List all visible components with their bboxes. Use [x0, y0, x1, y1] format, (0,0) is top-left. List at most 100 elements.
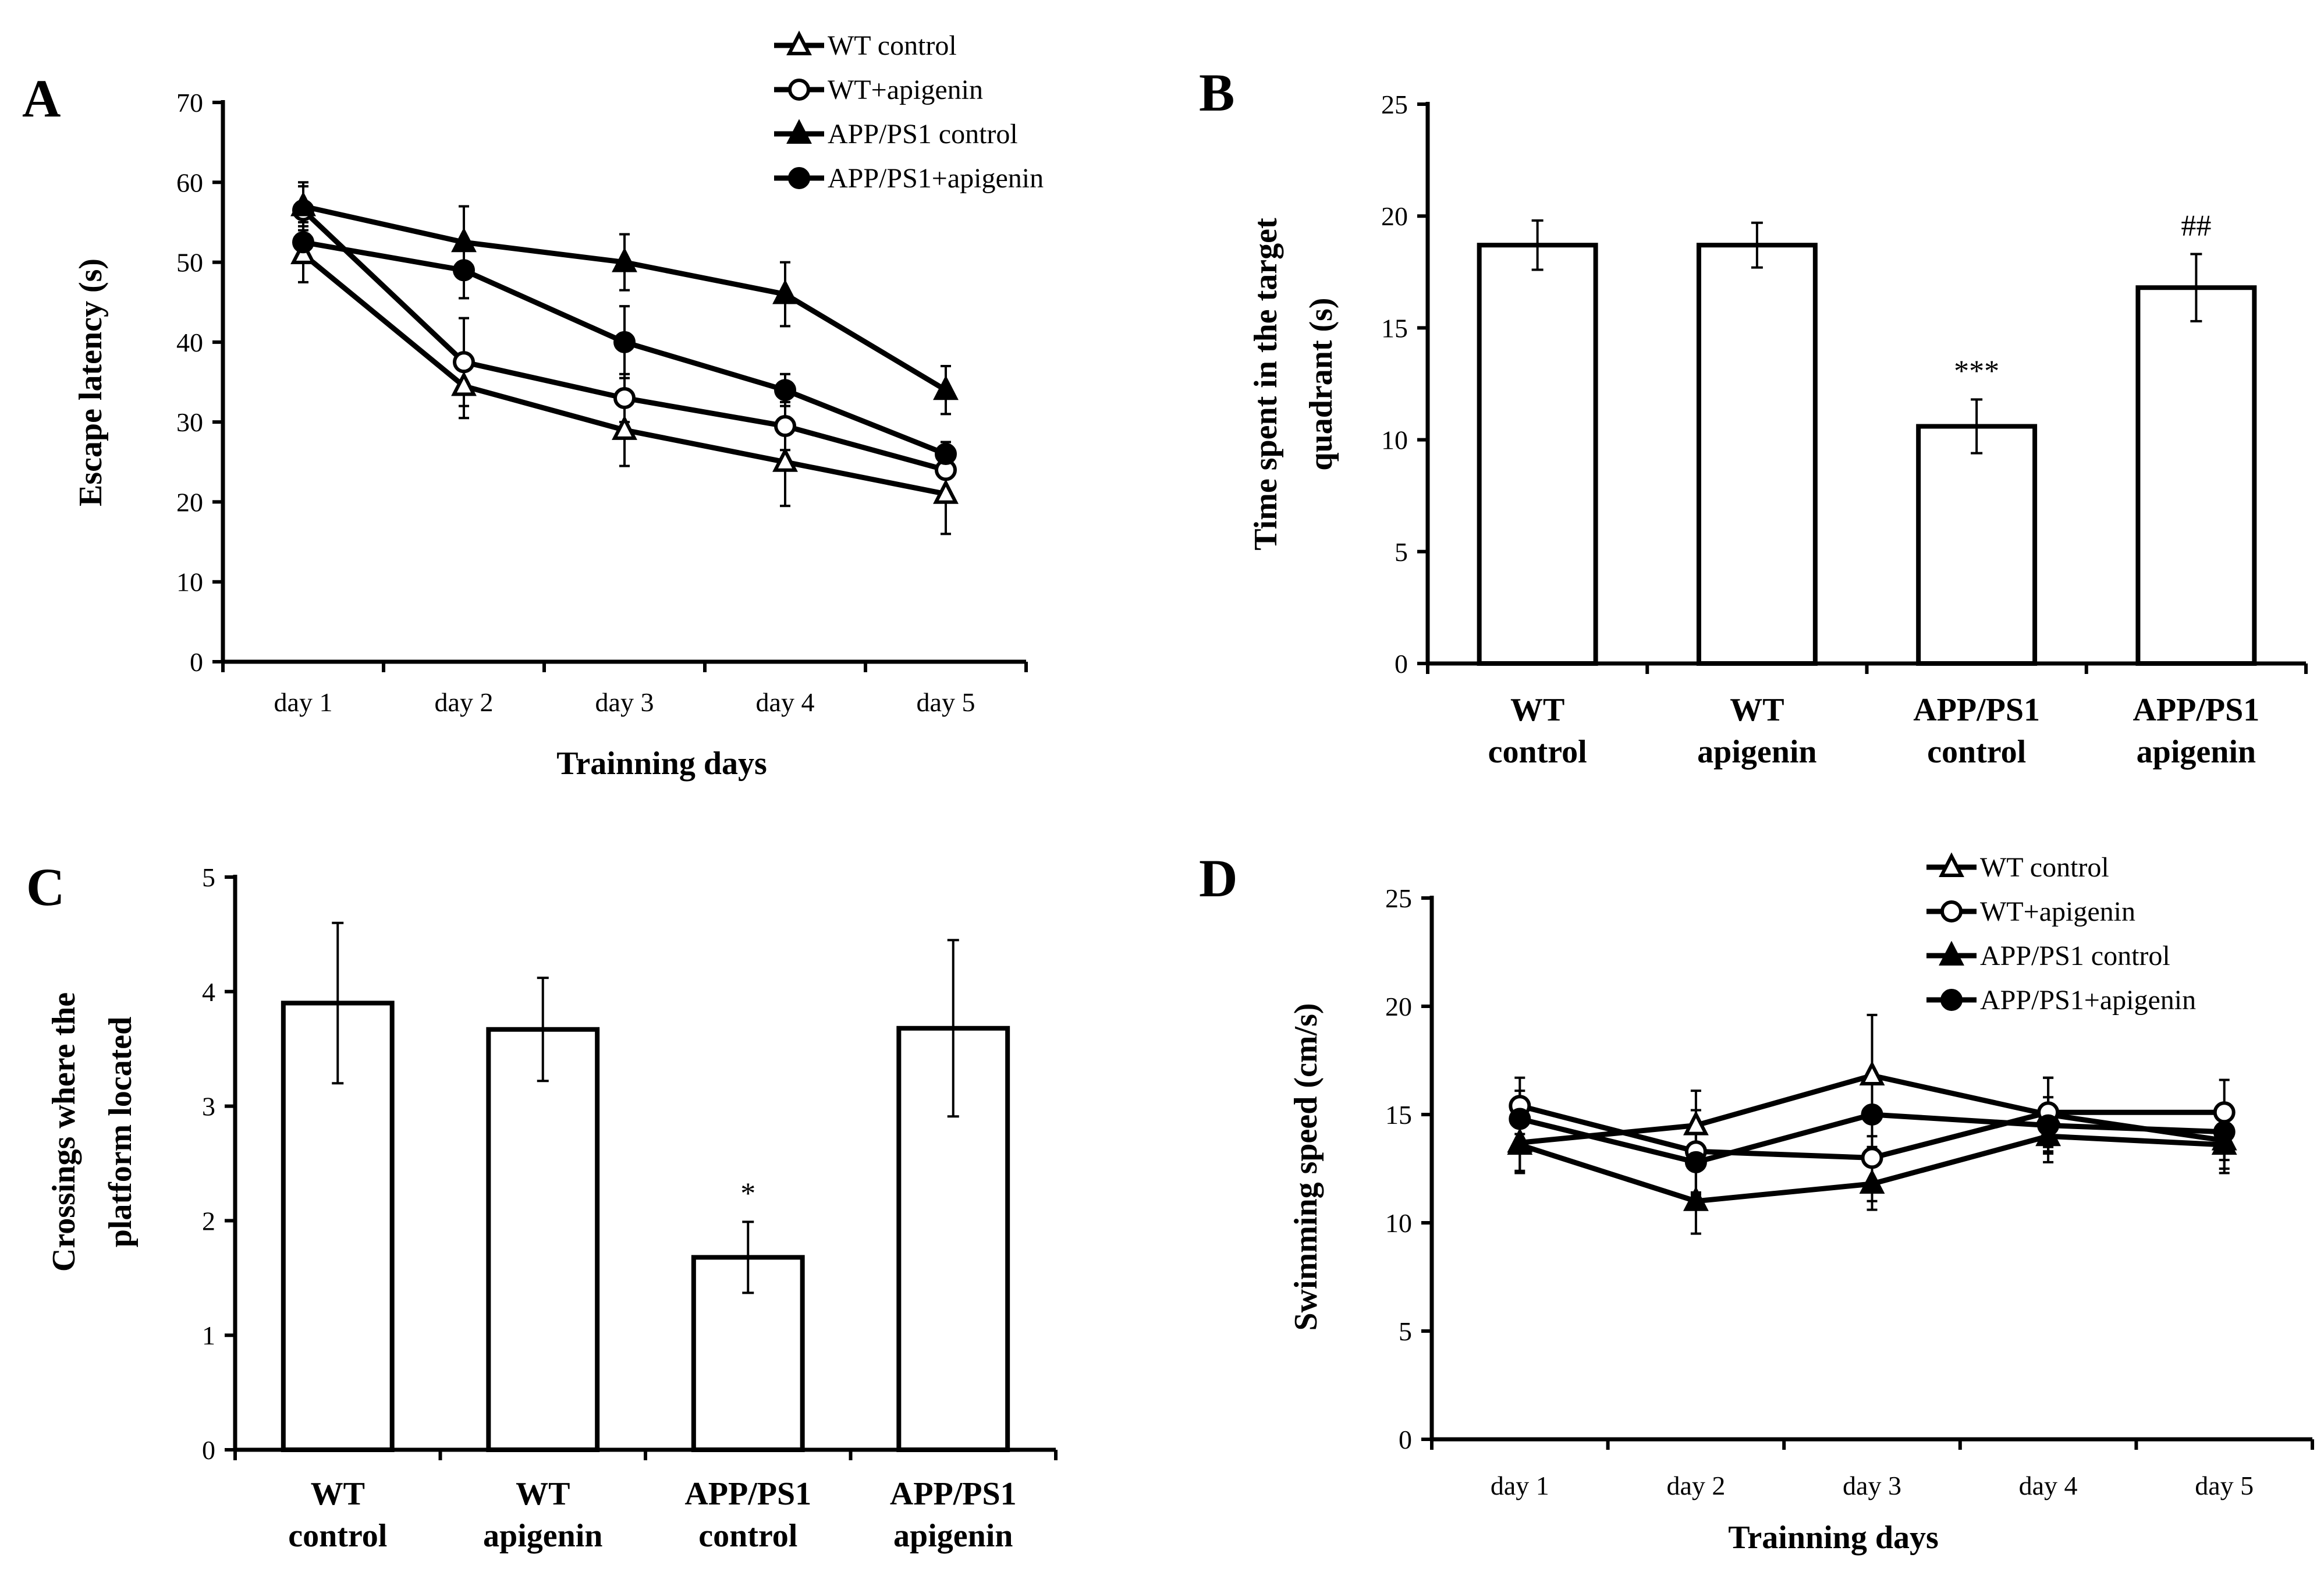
panel-a: A 0 10 20 30 40 50 60 70 Escape latency (s) Trainn…	[22, 30, 1044, 782]
legend-label: APP/PS1+apigenin	[1980, 985, 2196, 1016]
bar	[2135, 285, 2257, 666]
significance-marker: *	[740, 1177, 755, 1210]
bar-group: ## APP/PS1 apigenin	[2133, 210, 2259, 770]
y-tick-label: 20	[1381, 201, 1408, 231]
data-point	[453, 351, 475, 374]
y-axis-label: Swimming speed (cm/s)	[1288, 1003, 1324, 1330]
y-tick-label: 40	[176, 328, 203, 357]
y-axis-label: Crossings where the	[46, 992, 82, 1272]
bar-group: APP/PS1 apigenin	[890, 939, 1017, 1554]
data-point	[933, 479, 959, 504]
data-point	[2211, 1130, 2237, 1155]
legend-label: APP/PS1 control	[828, 119, 1018, 150]
data-point	[612, 415, 637, 440]
bar-group: *** APP/PS1 control	[1913, 354, 2040, 770]
legend-marker	[1940, 900, 1963, 922]
y-tick-label: 0	[202, 1435, 215, 1465]
x-tick-label: control	[1927, 734, 2026, 770]
legend-marker	[786, 30, 812, 55]
y-tick-label: 15	[1381, 313, 1408, 343]
bar	[1916, 424, 2038, 666]
y-axis-label: platform located	[102, 1017, 139, 1248]
x-axis-label: Trainning days	[1728, 1520, 1939, 1556]
y-tick-label: 50	[176, 248, 203, 278]
panel-d: D 0 5 10 15 20 25 Swimming speed (cm/s) Trainnin…	[1199, 849, 2314, 1556]
x-tick-label: day 1	[274, 687, 333, 717]
legend-item: WT+apigenin	[774, 74, 983, 105]
data-point	[451, 227, 477, 253]
y-tick-label: 10	[176, 567, 203, 597]
data-point	[1859, 1060, 1885, 1086]
legend-label: APP/PS1 control	[1980, 941, 2170, 971]
x-tick-label: APP/PS1	[890, 1476, 1017, 1512]
data-point	[1507, 1130, 1533, 1155]
y-axis-label: Time spent in the target	[1248, 218, 1284, 551]
x-tick-label: APP/PS1	[684, 1476, 811, 1512]
x-tick-label: WT	[1730, 692, 1784, 728]
bar	[1696, 243, 1818, 666]
y-tick-label: 25	[1381, 90, 1408, 119]
x-tick-label: apigenin	[1697, 734, 1816, 770]
legend-item: WT control	[1926, 852, 2109, 883]
data-point	[290, 191, 316, 217]
y-axis-label: quadrant (s)	[1303, 297, 1339, 470]
y-tick-label: 15	[1385, 1100, 1412, 1130]
bar	[281, 1000, 395, 1452]
legend-item: APP/PS1 control	[1926, 941, 2170, 971]
data-point	[1684, 1151, 1707, 1173]
x-tick-label: day 3	[595, 687, 654, 717]
x-axis-label: Trainning days	[556, 746, 767, 782]
y-tick-label: 5	[202, 863, 215, 892]
legend-marker	[1939, 941, 1964, 966]
y-tick-label: 30	[176, 407, 203, 437]
x-tick-label: apigenin	[893, 1518, 1013, 1554]
data-point	[2213, 1101, 2236, 1124]
data-point	[772, 279, 798, 304]
significance-marker: ##	[2181, 210, 2211, 243]
bar-group: WT control	[281, 921, 395, 1554]
data-point	[292, 231, 314, 254]
y-tick-label: 25	[1385, 883, 1412, 913]
legend-marker	[788, 79, 810, 101]
y-tick-label: 5	[1395, 537, 1408, 567]
data-point	[933, 375, 959, 400]
x-tick-label: APP/PS1	[1913, 692, 2040, 728]
y-tick-label: 2	[202, 1206, 215, 1236]
bar-group: WT apigenin	[1696, 221, 1818, 770]
data-point	[2037, 1114, 2060, 1137]
y-tick-label: 70	[176, 88, 203, 118]
data-point	[453, 259, 475, 282]
x-tick-label: control	[288, 1518, 387, 1554]
data-point	[1683, 1186, 1709, 1211]
legend-label: WT control	[828, 30, 957, 61]
y-tick-label: 20	[176, 487, 203, 517]
panel-b: B 0 5 10 15 20 25 Time spent in the target quadr…	[1199, 63, 2308, 770]
x-tick-label: control	[1488, 734, 1587, 770]
legend-marker	[786, 119, 812, 144]
data-point	[774, 415, 796, 438]
y-tick-label: 10	[1381, 425, 1408, 455]
y-tick-label: 0	[1395, 649, 1408, 679]
legend-item: APP/PS1 control	[774, 119, 1018, 150]
panel-letter: B	[1199, 63, 1234, 122]
x-tick-label: day 5	[2195, 1471, 2254, 1500]
data-point	[1861, 1147, 1883, 1169]
data-point	[451, 371, 477, 396]
data-point	[613, 331, 636, 353]
y-tick-label: 5	[1399, 1316, 1412, 1346]
x-tick-label: WT	[1510, 692, 1564, 728]
y-tick-label: 1	[202, 1321, 215, 1350]
x-tick-label: apigenin	[2137, 734, 2256, 770]
bar	[486, 1027, 600, 1452]
legend-item: APP/PS1+apigenin	[774, 163, 1044, 194]
y-tick-label: 3	[202, 1092, 215, 1122]
y-axis-label: Escape latency (s)	[73, 258, 109, 506]
bar	[1477, 243, 1598, 666]
x-tick-label: day 5	[917, 687, 975, 717]
bar-group: WT control	[1477, 219, 1598, 770]
legend-item: WT control	[774, 30, 957, 61]
significance-marker: ***	[1954, 354, 1999, 388]
x-tick-label: control	[698, 1518, 797, 1554]
legend-label: WT+apigenin	[828, 74, 983, 105]
data-point	[612, 247, 637, 272]
